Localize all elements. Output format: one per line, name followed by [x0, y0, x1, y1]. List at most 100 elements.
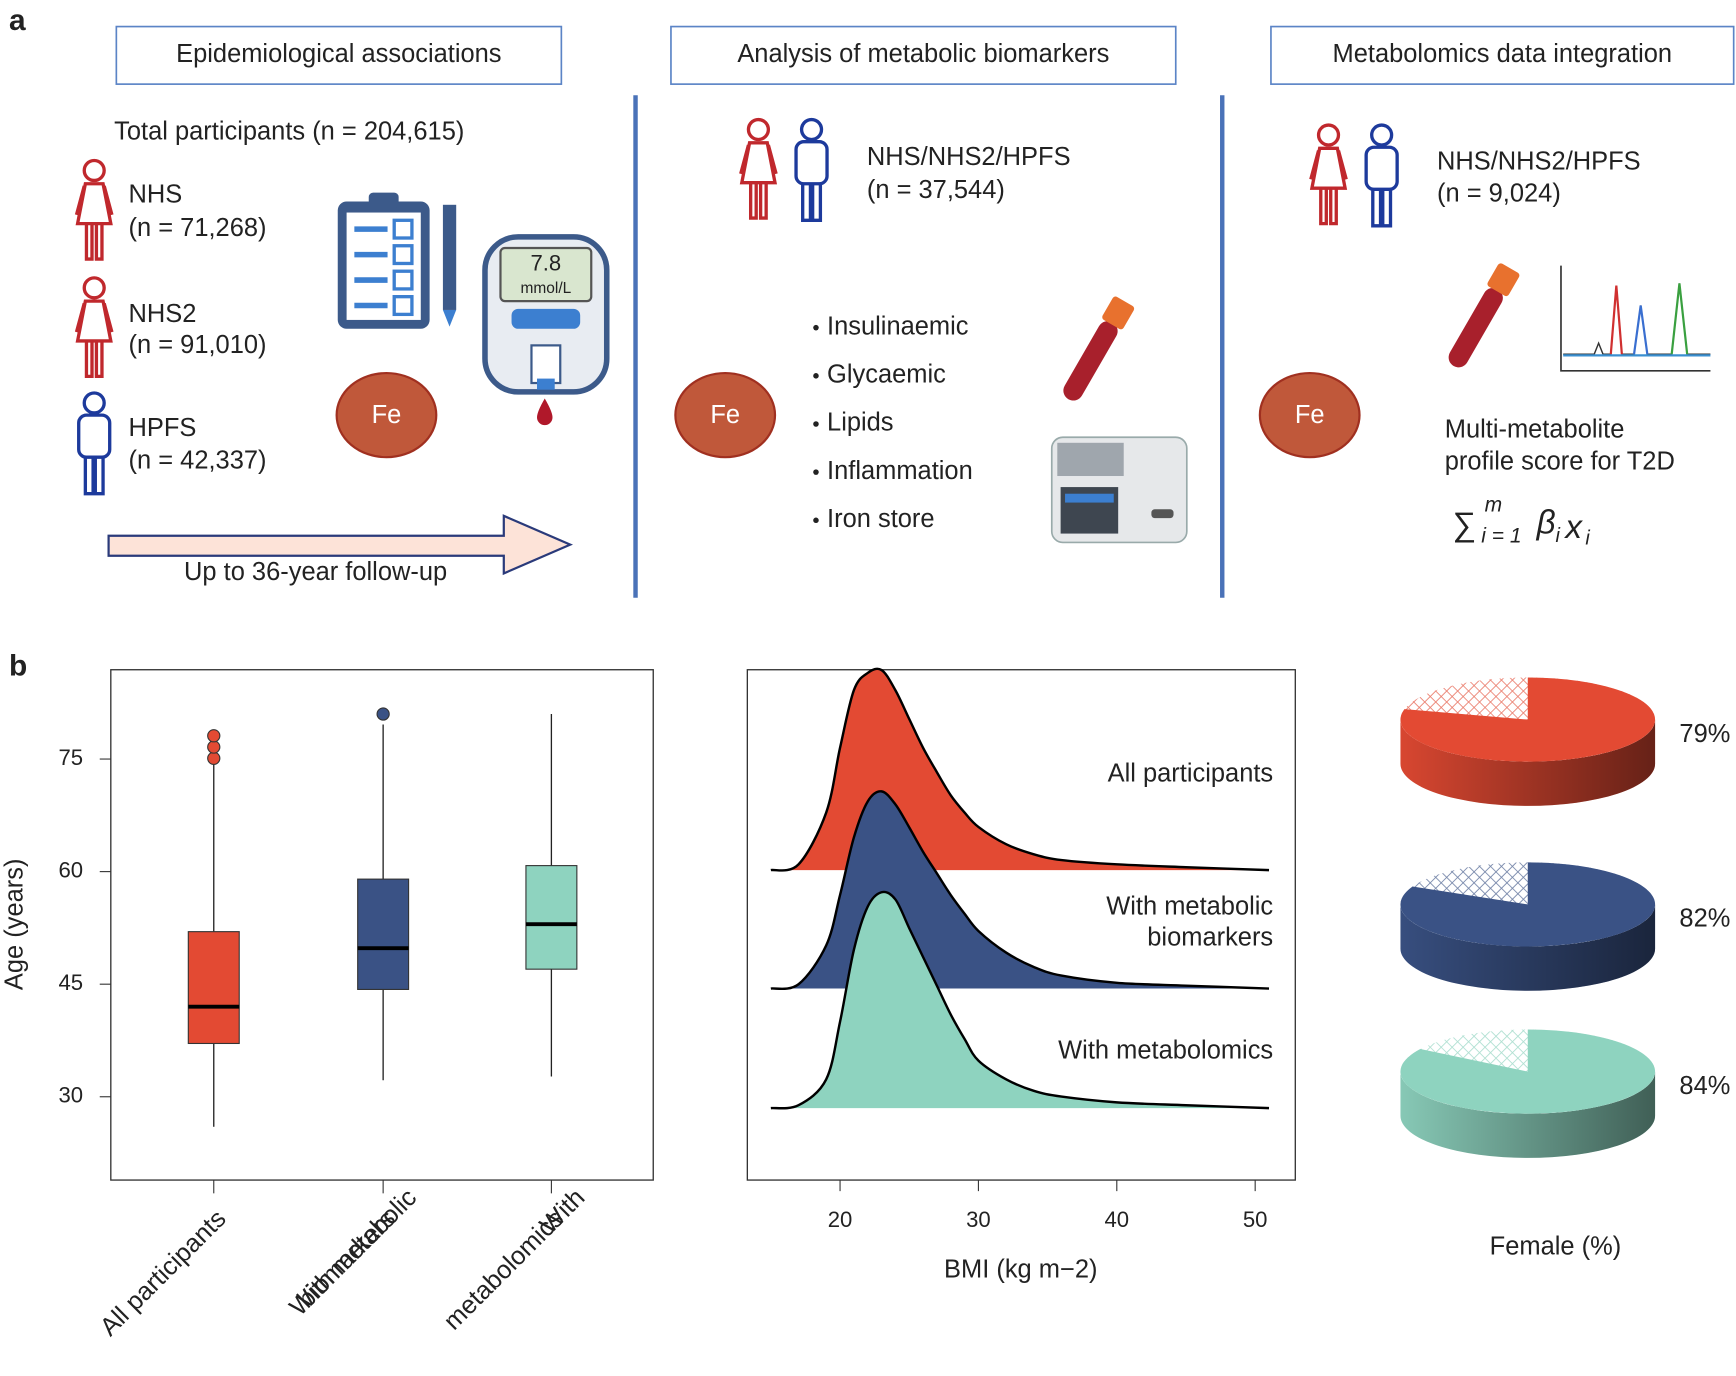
- pie-side-shade: [1400, 1071, 1656, 1158]
- torso: [1364, 145, 1399, 191]
- header: Analysis of metabolic biomarkers: [737, 40, 1109, 68]
- panel-label: b: [9, 649, 27, 682]
- header-box: [1270, 25, 1735, 85]
- head: [82, 158, 106, 183]
- legs: [801, 183, 823, 222]
- dress: [75, 182, 113, 226]
- meter-unit: mmol/L: [520, 280, 571, 297]
- outlier: [376, 707, 390, 721]
- male-icon: [1364, 123, 1399, 228]
- x-tick-label: 50: [1243, 1207, 1268, 1232]
- fe-disc: [335, 371, 438, 459]
- cohort-name: NHS: [129, 181, 183, 209]
- ridge-area: [770, 891, 1270, 1109]
- y-axis-label: Age (years): [0, 859, 28, 991]
- header: Metabolomics data integration: [1333, 40, 1673, 68]
- legs: [84, 223, 104, 261]
- y-tick-label: 60: [59, 857, 84, 882]
- series-label: All participants: [1108, 760, 1274, 788]
- x-tick-label: metabolomics: [438, 1205, 569, 1336]
- female-icon: [74, 158, 114, 261]
- series-label: With metabolomics: [1058, 1036, 1273, 1064]
- score-text: profile score for T2D: [1445, 447, 1675, 475]
- header: Epidemiological associations: [176, 40, 501, 68]
- meter-reading: 7.8: [530, 250, 561, 275]
- pie-label: 82%: [1679, 905, 1730, 933]
- pie-label: 79%: [1679, 720, 1730, 748]
- bullet: [813, 324, 819, 331]
- cohort-n: (n = 71,268): [129, 214, 267, 242]
- ridge-line: [770, 890, 1270, 1110]
- fe-label: Fe: [710, 401, 740, 429]
- fe-label: Fe: [372, 401, 402, 429]
- formula-beta: β: [1536, 504, 1556, 541]
- glucose-meter: [482, 234, 610, 426]
- legs: [84, 340, 104, 379]
- blood-tube: [1063, 296, 1135, 401]
- fe-disc: [1258, 371, 1361, 459]
- fe-label: Fe: [1295, 401, 1325, 429]
- legs: [748, 182, 768, 220]
- ridge-line: [770, 667, 1270, 872]
- legs: [1371, 189, 1393, 228]
- outlier: [207, 729, 221, 743]
- head: [82, 276, 106, 300]
- head: [1316, 123, 1341, 147]
- formula-sub: i: [1555, 525, 1560, 547]
- header-box: [670, 25, 1177, 85]
- cohort-name: HPFS: [129, 414, 197, 442]
- legs: [1319, 188, 1338, 226]
- total-participants: Total participants (n = 204,615): [114, 118, 464, 146]
- biomarker: Lipids: [827, 409, 894, 437]
- chromatogram: [1560, 265, 1711, 372]
- y-tick-label: 75: [59, 745, 84, 770]
- arms: [74, 302, 114, 333]
- cohort-n: (n = 37,544): [867, 176, 1005, 204]
- legs: [83, 457, 105, 496]
- cohort-name: NHS2: [129, 300, 197, 328]
- pie-side-shade: [1400, 904, 1656, 991]
- cohort-n: (n = 91,010): [129, 331, 267, 359]
- biomarker: Glycaemic: [827, 361, 946, 389]
- x-tick-label: 20: [828, 1207, 853, 1232]
- ridge-line: [770, 790, 1270, 991]
- male-icon: [77, 391, 112, 496]
- arrow-label: Up to 36-year follow-up: [184, 558, 447, 586]
- cohort-n: (n = 42,337): [129, 446, 267, 474]
- outlier: [207, 740, 221, 754]
- follow-up-arrow: [107, 514, 574, 576]
- dress: [1309, 146, 1348, 190]
- dress: [75, 299, 113, 343]
- x-tick-label: 40: [1104, 1207, 1129, 1232]
- x-tick-label: 30: [966, 1207, 991, 1232]
- box-frame: [110, 669, 654, 1181]
- biomarker: Insulinaemic: [827, 312, 969, 340]
- box: [357, 878, 410, 990]
- blood-tube: [1448, 263, 1520, 368]
- biomarker: Inflammation: [827, 457, 973, 485]
- header-box: [115, 25, 563, 85]
- bullet: [813, 421, 819, 427]
- pie-label: 84%: [1679, 1072, 1730, 1100]
- outlier: [207, 751, 221, 765]
- box: [525, 865, 578, 970]
- y-tick-label: 30: [59, 1083, 84, 1108]
- arms: [1309, 150, 1348, 180]
- dress: [739, 141, 778, 185]
- female-icon: [74, 276, 114, 379]
- x-axis-label: BMI (kg m−2): [944, 1256, 1097, 1284]
- y-tick-label: 45: [59, 970, 84, 995]
- pie-slice: [1400, 1029, 1656, 1114]
- cohort-n: (n = 9,024): [1437, 180, 1561, 208]
- series-label: biomarkers: [1147, 923, 1273, 951]
- x-tick-label: biomarkers: [292, 1205, 401, 1314]
- density-frame: [746, 669, 1296, 1181]
- formula-sub: i: [1585, 527, 1590, 549]
- male-icon: [794, 117, 829, 222]
- box: [187, 931, 240, 1045]
- biomarker: Iron store: [827, 505, 935, 533]
- formula-upper: m: [1485, 493, 1503, 516]
- score-text: Multi-metabolite: [1445, 415, 1625, 443]
- formula-sum: ∑: [1452, 507, 1476, 544]
